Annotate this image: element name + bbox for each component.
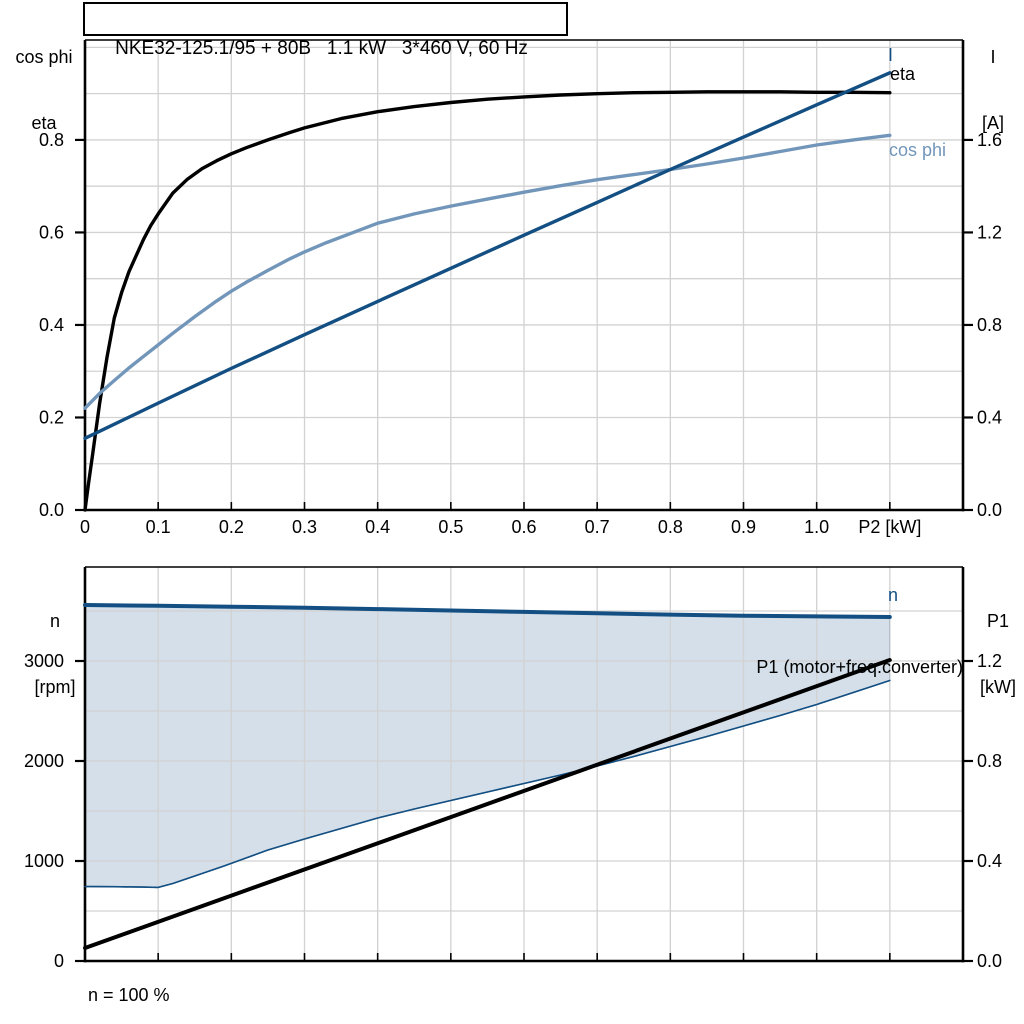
rpm-unit-label: [rpm] bbox=[34, 677, 76, 697]
y-right-tick-label: 0.4 bbox=[977, 407, 1002, 427]
current-axis-label: I bbox=[990, 47, 996, 67]
y-left-tick-label: 0.6 bbox=[39, 222, 64, 242]
curve-label-eta: eta bbox=[890, 64, 916, 84]
x-tick-label: P2 [kW] bbox=[858, 517, 921, 537]
y-right-tick-label: 1.6 bbox=[977, 130, 1002, 150]
annotation-n-100: n = 100 % bbox=[88, 985, 170, 1005]
y-right-tick-label: 1.2 bbox=[977, 222, 1002, 242]
series-i-curve bbox=[83, 71, 892, 440]
p1-axis-label: P1 bbox=[986, 611, 1010, 631]
series-p1-curve bbox=[83, 658, 892, 950]
curve-label-cosphi: cos phi bbox=[889, 140, 947, 160]
series-eta-curve bbox=[83, 90, 892, 512]
y-left-tick-label: 0 bbox=[54, 951, 64, 971]
x-tick-label: 0.9 bbox=[731, 517, 756, 537]
y-left-tick-label: 0.4 bbox=[39, 315, 64, 335]
y-right-tick-label: 0.4 bbox=[977, 851, 1002, 871]
x-tick-label: 0.3 bbox=[292, 517, 317, 537]
x-tick-label: 1.0 bbox=[804, 517, 829, 537]
chart-title-box: NKE32-125.1/95 + 80B 1.1 kW 3*460 V, 60 … bbox=[83, 2, 568, 59]
y-left-tick-label: 0.8 bbox=[39, 130, 64, 150]
y-left-tick-label: 2000 bbox=[24, 751, 64, 771]
x-tick-label: 0.1 bbox=[146, 517, 171, 537]
cos-phi-axis-label: cos phi bbox=[15, 47, 73, 67]
x-tick-label: 0.6 bbox=[511, 517, 536, 537]
series-n-curve bbox=[83, 603, 892, 619]
series-n-min-curve bbox=[84, 679, 891, 889]
y-left-tick-label: 0.0 bbox=[39, 500, 64, 520]
x-tick-label: 0.4 bbox=[365, 517, 390, 537]
y-right-tick-label: 0.8 bbox=[977, 315, 1002, 335]
y-right-tick-label: 0.8 bbox=[977, 751, 1002, 771]
bottom-left-axis-title: n [rpm] bbox=[20, 566, 90, 742]
curve-label-current: I bbox=[888, 45, 894, 65]
speed-range-band bbox=[84, 604, 891, 889]
chart-title: NKE32-125.1/95 + 80B 1.1 kW 3*460 V, 60 … bbox=[115, 38, 528, 59]
speed-axis-label: n bbox=[49, 611, 60, 631]
eta-axis-label: eta bbox=[31, 113, 57, 133]
top-right-axis-title: I [A] bbox=[968, 2, 1018, 178]
series-cos-phi-curve bbox=[83, 133, 892, 410]
curve-label-speed: n bbox=[888, 585, 899, 605]
y-left-tick-label: 3000 bbox=[24, 651, 64, 671]
curve-label-p1: P1 (motor+freq.converter) bbox=[756, 657, 963, 677]
y-right-tick-label: 1.2 bbox=[977, 651, 1002, 671]
y-left-tick-label: 0.2 bbox=[39, 407, 64, 427]
bottom-right-axis-title: P1 [kW] bbox=[972, 566, 1024, 742]
x-tick-label: 0.5 bbox=[438, 517, 463, 537]
x-tick-label: 0 bbox=[80, 517, 90, 537]
y-right-tick-label: 0.0 bbox=[977, 500, 1002, 520]
y-right-tick-label: 0.0 bbox=[977, 951, 1002, 971]
ampere-unit-label: [A] bbox=[981, 113, 1004, 133]
top-left-axis-title: cos phi eta bbox=[6, 2, 82, 178]
x-tick-label: 0.7 bbox=[585, 517, 610, 537]
x-tick-label: 0.8 bbox=[658, 517, 683, 537]
kw-unit-label: [kW] bbox=[980, 677, 1016, 697]
y-left-tick-label: 1000 bbox=[24, 851, 64, 871]
x-tick-label: 0.2 bbox=[219, 517, 244, 537]
